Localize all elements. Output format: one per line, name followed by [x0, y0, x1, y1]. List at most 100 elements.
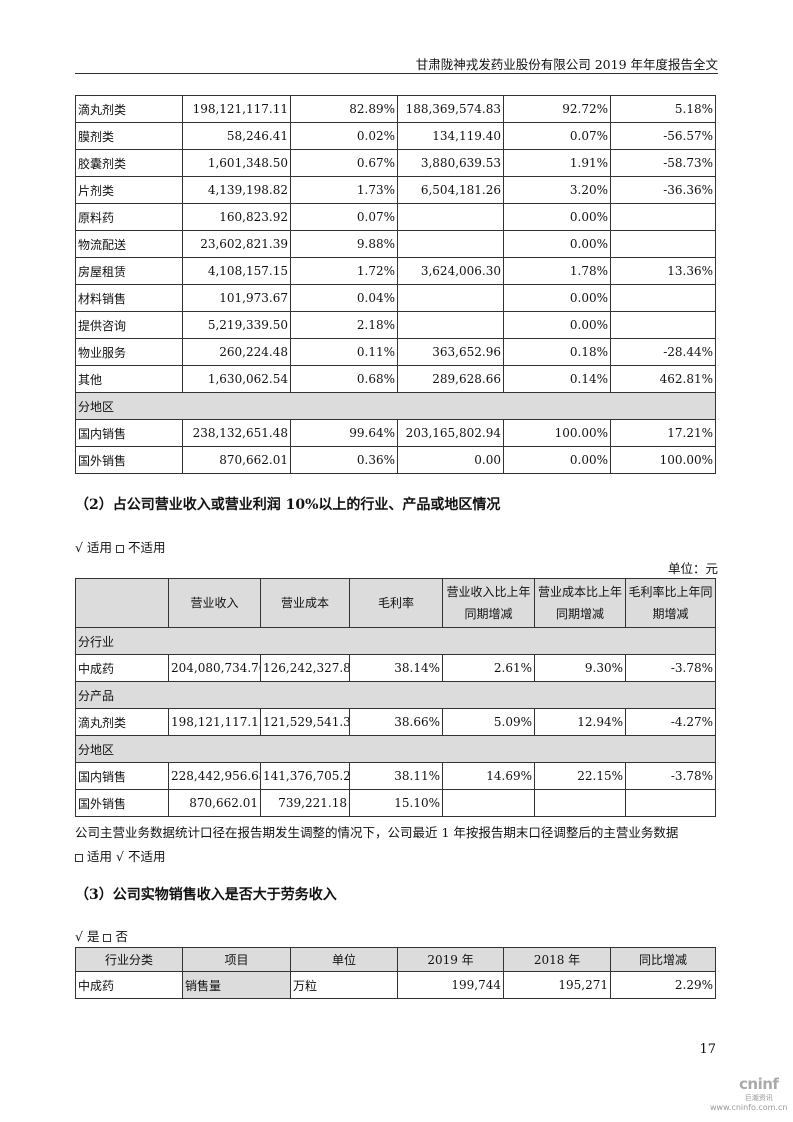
- value-cell: 9.88%: [290, 230, 398, 258]
- logo-brand: cninf: [739, 1075, 779, 1093]
- value-cell: [610, 284, 716, 312]
- cninfo-logo: cninf 巨潮资讯 www.cninfo.com.cn: [710, 1075, 787, 1112]
- applicable-label: 适用: [87, 849, 113, 864]
- value-cell: 9.30%: [534, 654, 626, 682]
- column-header: 同比增减: [610, 947, 716, 972]
- value-cell: 15.10%: [349, 789, 443, 817]
- row-label: 房屋租赁: [75, 257, 183, 285]
- value-cell: 0.11%: [290, 338, 398, 366]
- value-cell: 1.72%: [290, 257, 398, 285]
- value-cell: [442, 789, 535, 817]
- logo-cn: 巨潮资讯: [744, 1094, 773, 1102]
- value-cell: 204,080,734.76: [168, 654, 261, 682]
- column-header: 行业分类: [75, 947, 183, 972]
- value-cell: 289,628.66: [397, 365, 504, 393]
- header-row: 营业收入 营业成本 毛利率 营业收入比上年同期增减 营业成本比上年同期增减 毛利率比上年同…: [75, 578, 716, 628]
- row-label: 滴丸剂类: [75, 708, 169, 736]
- value-cell: 3,624,006.30: [397, 257, 504, 285]
- group-header-row: 分地区: [75, 735, 716, 763]
- value-cell: 870,662.01: [168, 789, 261, 817]
- page-header: 甘肃陇神戎发药业股份有限公司 2019 年年度报告全文: [415, 57, 718, 72]
- value-cell: 260,224.48: [182, 338, 291, 366]
- value-cell: 2.29%: [610, 971, 716, 999]
- value-cell: 3,880,639.53: [397, 149, 504, 177]
- table-row: 国内销售 238,132,651.48 99.64% 203,165,802.94 10…: [75, 419, 716, 447]
- table-row: 物业服务 260,224.48 0.11% 363,652.96 0.18% -28.44…: [75, 338, 716, 366]
- table-row: 房屋租赁 4,108,157.15 1.72% 3,624,006.30 1.78% 13…: [75, 257, 716, 285]
- value-cell: 199,744: [397, 971, 504, 999]
- section3-title: （3）公司实物销售收入是否大于劳务收入: [75, 887, 337, 903]
- value-cell: 0.68%: [290, 365, 398, 393]
- value-cell: 23,602,821.39: [182, 230, 291, 258]
- value-cell: 101,973.67: [182, 284, 291, 312]
- value-cell: [397, 203, 504, 231]
- table-row: 滴丸剂类 198,121,117.11 121,529,541.38 38.66% 5.…: [75, 708, 716, 736]
- value-cell: 17.21%: [610, 419, 716, 447]
- value-cell: -58.73%: [610, 149, 716, 177]
- value-cell: 99.64%: [290, 419, 398, 447]
- value-cell: 38.66%: [349, 708, 443, 736]
- value-cell: [610, 203, 716, 231]
- value-cell: [397, 311, 504, 339]
- value-cell: 462.81%: [610, 365, 716, 393]
- value-cell: -3.78%: [625, 654, 716, 682]
- group-label: 分行业: [75, 627, 716, 655]
- value-cell: [625, 789, 716, 817]
- row-label: 物流配送: [75, 230, 183, 258]
- row-label: 国内销售: [75, 419, 183, 447]
- value-cell: 0.00%: [503, 311, 611, 339]
- group-header-row: 分行业: [75, 627, 716, 655]
- table-row: 物流配送 23,602,821.39 9.88% 0.00%: [75, 230, 716, 258]
- row-label: 其他: [75, 365, 183, 393]
- value-cell: 5.09%: [442, 708, 535, 736]
- value-cell: 12.94%: [534, 708, 626, 736]
- value-cell: 3.20%: [503, 176, 611, 204]
- column-header: [75, 578, 169, 628]
- row-label: 片剂类: [75, 176, 183, 204]
- value-cell: 1.91%: [503, 149, 611, 177]
- table-row: 膜剂类 58,246.41 0.02% 134,119.40 0.07% -56.57%: [75, 122, 716, 150]
- table-row: 中成药 销售量 万粒 199,744 195,271 2.29%: [75, 971, 716, 999]
- row-label: 提供咨询: [75, 311, 183, 339]
- value-cell: 5,219,339.50: [182, 311, 291, 339]
- not-applicable-checked: √ 不适用: [116, 849, 166, 864]
- value-cell: -56.57%: [610, 122, 716, 150]
- value-cell: 38.11%: [349, 762, 443, 790]
- value-cell: -4.27%: [625, 708, 716, 736]
- table-row: 原料药 160,823.92 0.07% 0.00%: [75, 203, 716, 231]
- logo-url: www.cninfo.com.cn: [710, 1103, 788, 1112]
- row-label: 膜剂类: [75, 122, 183, 150]
- row-label: 中成药: [75, 654, 169, 682]
- table-row: 国外销售 870,662.01 739,221.18 15.10%: [75, 789, 716, 817]
- table-row: 胶囊剂类 1,601,348.50 0.67% 3,880,639.53 1.91% -5…: [75, 149, 716, 177]
- value-cell: 13.36%: [610, 257, 716, 285]
- column-header: 营业收入: [168, 578, 261, 628]
- value-cell: 6,504,181.26: [397, 176, 504, 204]
- row-label: 材料销售: [75, 284, 183, 312]
- value-cell: 0.14%: [503, 365, 611, 393]
- value-cell: 92.72%: [503, 95, 611, 123]
- group-header-row: 分地区: [75, 392, 716, 420]
- value-cell: 363,652.96: [397, 338, 504, 366]
- yes-checked: √ 是: [75, 929, 100, 944]
- group-header-row: 分产品: [75, 681, 716, 709]
- column-header: 毛利率比上年同期增减: [625, 578, 716, 628]
- section3-options: √ 是否: [75, 926, 128, 945]
- table-row: 其他 1,630,062.54 0.68% 289,628.66 0.14% 462.81…: [75, 365, 716, 393]
- value-cell: -3.78%: [625, 762, 716, 790]
- section2-applicable-options: √ 适用 不适用: [75, 537, 165, 556]
- value-cell: 22.15%: [534, 762, 626, 790]
- value-cell: 0.02%: [290, 122, 398, 150]
- column-header: 2018 年: [503, 947, 611, 972]
- value-cell: 58,246.41: [182, 122, 291, 150]
- value-cell: 14.69%: [442, 762, 535, 790]
- section2-title: （2）占公司营业收入或营业利润 10%以上的行业、产品或地区情况: [75, 497, 501, 513]
- row-label: 国外销售: [75, 446, 183, 474]
- value-cell: 0.04%: [290, 284, 398, 312]
- no-label: 否: [115, 929, 128, 944]
- table-row: 国外销售 870,662.01 0.36% 0.00 0.00% 100.00%: [75, 446, 716, 474]
- table-row: 国内销售 228,442,956.68 141,376,705.21 38.11% 14…: [75, 762, 716, 790]
- table-row: 材料销售 101,973.67 0.04% 0.00%: [75, 284, 716, 312]
- value-cell: [397, 284, 504, 312]
